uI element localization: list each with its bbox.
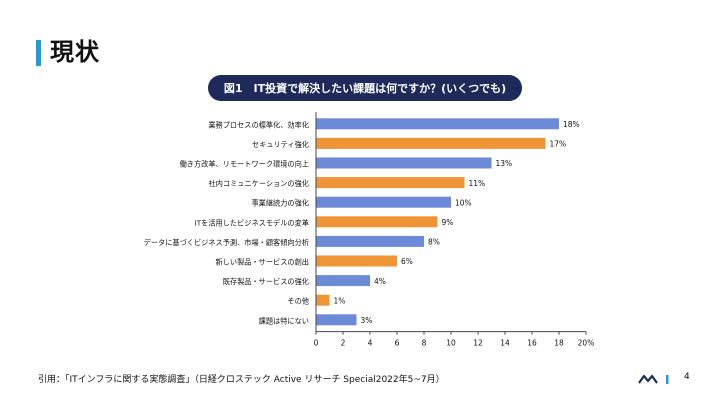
bar (316, 255, 397, 267)
x-tick-label: 0 (314, 339, 319, 348)
value-label: 13% (496, 159, 513, 168)
category-label: データに基づくビジネス予測、市場・顧客傾向分析 (144, 238, 309, 247)
bar (316, 275, 370, 287)
citation: 引用：「ITインフラに関する実態調査」（日経クロステック Active リサーチ… (38, 375, 445, 385)
value-label: 18% (563, 120, 580, 129)
category-label: 働き方改革、リモートワーク環境の向上 (180, 160, 309, 169)
value-label: 6% (401, 257, 413, 266)
x-tick-label: 14 (500, 339, 510, 348)
value-label: 3% (361, 316, 373, 325)
bar (316, 118, 559, 130)
category-label: 新しい製品・サービスの創出 (216, 258, 309, 267)
value-label: 1% (334, 296, 346, 305)
x-tick-label: 4 (368, 339, 373, 348)
value-label: 8% (428, 238, 440, 247)
company-logo-icon (638, 374, 669, 384)
bar (316, 157, 492, 169)
bar (316, 137, 546, 149)
bar (316, 314, 357, 326)
bar (316, 196, 451, 208)
bar (316, 177, 465, 189)
page-number: 4 (684, 372, 690, 382)
page-title: 現状 (50, 38, 100, 66)
x-tick-label: 18 (554, 339, 564, 348)
category-label: 事業継続力の強化 (251, 199, 309, 208)
title-accent-bar (36, 40, 41, 66)
category-label: 業務プロセスの標準化、効率化 (208, 120, 309, 129)
value-label: 11% (469, 179, 486, 188)
category-label: 既存製品・サービスの強化 (223, 277, 309, 286)
value-label: 17% (550, 140, 567, 149)
bar (316, 235, 424, 247)
x-tick-label: 20% (578, 339, 595, 348)
category-label: その他 (287, 297, 309, 306)
x-tick-label: 2 (341, 339, 346, 348)
x-tick-label: 10 (446, 339, 456, 348)
category-label: セキュリティ強化 (252, 140, 309, 149)
category-label: 課題は特にない (259, 316, 309, 325)
x-tick-label: 16 (527, 339, 537, 348)
bar (316, 216, 438, 228)
x-tick-label: 6 (395, 339, 400, 348)
bar (316, 294, 330, 306)
x-tick-label: 8 (422, 339, 427, 348)
category-label: 社内コミュニケーションの強化 (209, 179, 309, 188)
x-tick-label: 12 (473, 339, 483, 348)
chart-title: 図1 IT投資で解決したい課題は何ですか？(いくつでも) (208, 75, 522, 101)
value-label: 4% (374, 277, 386, 286)
value-label: 10% (455, 198, 472, 207)
category-label: ITを活用したビジネスモデルの変革 (195, 218, 309, 227)
value-label: 9% (442, 218, 454, 227)
